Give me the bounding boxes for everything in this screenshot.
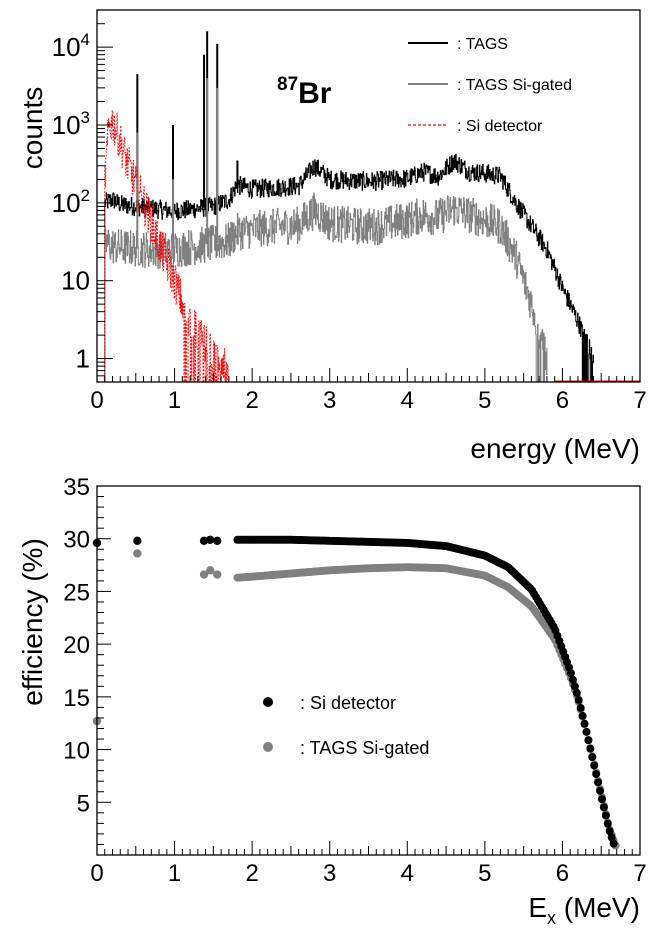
isotope-mass-number: 87 <box>277 74 298 95</box>
si-detector-point <box>133 536 142 546</box>
legend-label-tags-si-gated: : TAGS Si-gated <box>457 77 572 94</box>
x-tick-label: 6 <box>556 387 569 414</box>
y-tick-label: 25 <box>63 579 90 606</box>
si-detector-point <box>574 696 583 705</box>
x-tick-label: 3 <box>323 387 336 414</box>
si-detector-point <box>601 811 610 820</box>
x-tick-label: 3 <box>323 860 336 887</box>
y-tick-label: 20 <box>63 632 90 659</box>
si-detector-point <box>566 669 575 678</box>
si-detector-point <box>588 753 597 762</box>
x-tick-label: 4 <box>401 387 414 414</box>
si-detector-point <box>607 833 616 842</box>
si-detector-point <box>596 786 605 795</box>
si-detector-point <box>605 827 614 836</box>
y-tick-label: 5 <box>77 790 90 817</box>
si-detector-point <box>590 761 599 770</box>
si-detector-point <box>599 803 608 812</box>
legend-label-tags-si-gated-eff: : TAGS Si-gated <box>300 738 429 758</box>
si-detector-point <box>597 795 606 804</box>
bottom-y-axis-label: efficiency (%) <box>17 538 48 706</box>
si-detector-point <box>199 536 209 546</box>
top-legend: : TAGS : TAGS Si-gated : Si detector <box>408 36 572 135</box>
si-detector-point <box>592 770 601 779</box>
isotope-annotation: 87Br <box>277 74 332 110</box>
si-detector-point <box>603 819 612 828</box>
x-tick-label: 7 <box>633 387 646 414</box>
bottom-x-axis-label: Ex (MeV) <box>528 892 640 928</box>
si-detector-point <box>570 682 579 691</box>
y-tick-label: 103 <box>52 108 90 140</box>
x-tick-label: 0 <box>90 860 103 887</box>
x-tick-label: 2 <box>245 860 258 887</box>
bottom-axis-ticks <box>96 485 641 855</box>
top-y-axis-label: counts <box>17 87 48 170</box>
y-tick-exponent: 3 <box>81 108 90 127</box>
x-label-subscript: x <box>547 908 556 928</box>
legend-label-tags: : TAGS <box>457 36 508 53</box>
tags-si-gated-point <box>199 570 209 579</box>
bottom-legend: : Si detector : TAGS Si-gated <box>263 693 429 758</box>
si-detector-point <box>580 719 589 728</box>
bottom-x-tick-labels: 0 1 2 3 4 5 6 7 <box>90 860 646 887</box>
tags-si-gated-histogram <box>104 192 548 383</box>
y-tick-label: 10 <box>61 266 90 296</box>
x-tick-label: 1 <box>168 860 181 887</box>
legend-marker-si-detector <box>263 697 273 707</box>
tags-si-gated-point <box>213 570 222 579</box>
bottom-y-tick-labels: 5 10 15 20 25 30 35 <box>63 474 90 817</box>
si-detector-point <box>594 778 603 787</box>
x-tick-label: 7 <box>633 860 646 887</box>
x-tick-label: 1 <box>168 387 181 414</box>
tags-si-gated-point <box>206 566 215 575</box>
si-detector-point <box>568 675 577 684</box>
isotope-symbol: Br <box>298 77 332 110</box>
x-label-unit: (MeV) <box>556 892 640 923</box>
si-detector-point <box>582 727 591 736</box>
y-tick-label: 35 <box>63 474 90 501</box>
tags-histogram <box>104 153 594 383</box>
top-axis-ticks <box>96 9 641 383</box>
si-detector-point <box>572 688 581 697</box>
x-tick-label: 6 <box>556 860 569 887</box>
y-tick-label: 1 <box>76 344 90 374</box>
y-tick-label: 30 <box>63 527 90 554</box>
efficiency-data-layer <box>92 535 620 850</box>
x-tick-label: 5 <box>478 387 491 414</box>
y-tick-base: 10 <box>52 188 81 218</box>
si-detector-point <box>213 536 222 546</box>
si-detector-point <box>206 535 215 544</box>
x-tick-label: 2 <box>245 387 258 414</box>
si-detector-point <box>609 839 618 848</box>
legend-marker-tags-si-gated <box>263 742 273 752</box>
y-tick-label: 10 <box>63 738 90 765</box>
y-tick-base: 10 <box>52 32 81 62</box>
efficiency-panel: 5 10 15 20 25 30 35 0 1 2 3 4 5 6 7 efficiency (%) Ex… <box>17 474 647 928</box>
top-x-axis-label: energy (MeV) <box>470 433 640 464</box>
si-detector-point <box>576 703 585 712</box>
x-tick-label: 0 <box>90 387 103 414</box>
y-tick-exponent: 2 <box>81 186 90 205</box>
x-tick-label: 4 <box>401 860 414 887</box>
y-tick-label: 15 <box>63 685 90 712</box>
legend-label-si-detector: : Si detector <box>457 118 543 135</box>
y-tick-exponent: 4 <box>81 30 90 49</box>
tags-si-gated-point <box>133 549 142 558</box>
top-x-tick-labels: 0 1 2 3 4 5 6 7 <box>90 387 646 414</box>
y-tick-label: 102 <box>52 186 90 218</box>
x-tick-label: 5 <box>478 860 491 887</box>
legend-label-si-detector-eff: : Si detector <box>300 693 396 713</box>
si-detector-point <box>586 744 595 753</box>
top-plot-frame <box>96 9 641 383</box>
si-detector-point <box>578 711 587 720</box>
x-label-main: E <box>528 892 547 923</box>
y-tick-label: 104 <box>52 30 90 62</box>
y-tick-base: 10 <box>52 110 81 140</box>
si-detector-point <box>584 736 593 745</box>
